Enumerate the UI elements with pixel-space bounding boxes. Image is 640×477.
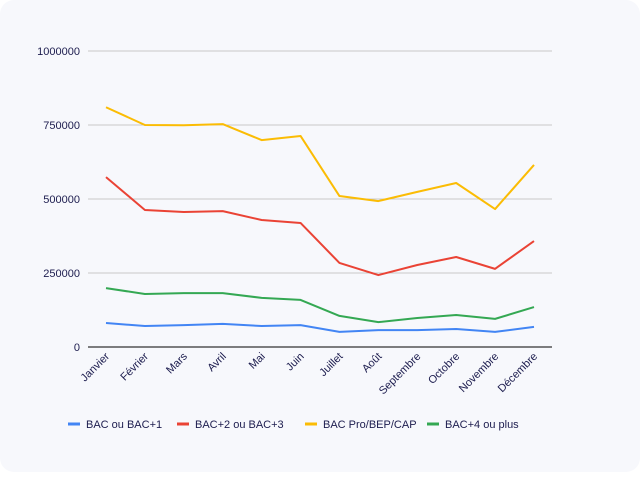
x-tick-label: Juillet [317, 351, 345, 379]
series-line-2 [105, 106, 535, 211]
x-tick-label: Mars [164, 350, 190, 376]
y-tick-label: 0 [74, 342, 80, 354]
x-tick-label: Mai [247, 351, 268, 372]
series-line-0 [105, 322, 535, 333]
x-tick-label: Août [360, 351, 384, 375]
x-tick-label: Octobre [426, 351, 462, 387]
x-tick-label: Juin [284, 351, 307, 374]
y-tick-label: 250000 [43, 268, 80, 280]
legend-label: BAC ou BAC+1 [86, 419, 162, 431]
x-tick-label: Avril [205, 351, 228, 374]
legend-label: BAC+2 ou BAC+3 [195, 419, 284, 431]
x-tick-label: Novembre [457, 351, 501, 395]
y-tick-label: 500000 [43, 194, 80, 206]
x-tick-label: Février [118, 350, 151, 383]
series-line-1 [105, 176, 535, 277]
x-tick-label: Décembre [496, 351, 540, 395]
x-tick-label: Janvier [79, 350, 113, 384]
x-tick-label: Septembre [377, 351, 424, 398]
y-tick-label: 750000 [43, 120, 80, 132]
legend-label: BAC Pro/BEP/CAP [323, 419, 417, 431]
y-tick-label: 1000000 [37, 46, 80, 58]
series-line-3 [105, 287, 535, 324]
legend-label: BAC+4 ou plus [445, 419, 519, 431]
